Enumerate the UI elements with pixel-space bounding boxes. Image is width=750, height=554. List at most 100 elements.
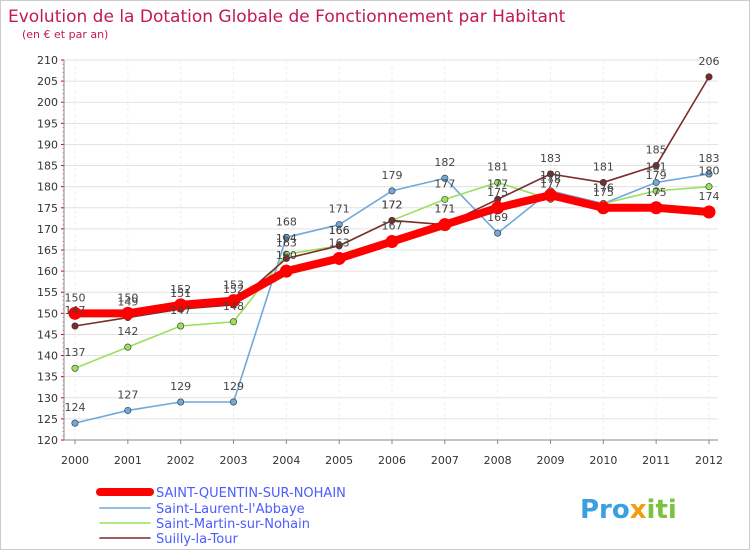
data-label: 177: [540, 177, 561, 190]
x-tick-label: 2008: [484, 454, 512, 467]
data-label: 181: [593, 160, 614, 173]
data-point: [491, 201, 505, 215]
data-point: [177, 322, 185, 330]
data-label: 181: [487, 160, 508, 173]
data-point: [177, 398, 185, 406]
y-tick-label: 180: [37, 181, 58, 194]
y-tick-label: 170: [37, 223, 58, 236]
data-point: [388, 216, 396, 224]
data-label: 148: [223, 300, 244, 313]
chart-subtitle: (en € et par an): [22, 28, 108, 41]
data-point: [282, 254, 290, 262]
data-label: 206: [699, 55, 720, 68]
data-point: [230, 398, 238, 406]
x-tick-label: 2009: [537, 454, 565, 467]
x-tick-label: 2005: [325, 454, 353, 467]
data-label: 185: [646, 144, 667, 157]
data-label: 175: [487, 186, 508, 199]
data-label: 180: [699, 165, 720, 178]
data-point: [121, 306, 135, 320]
data-point: [596, 201, 610, 215]
data-point: [705, 170, 713, 178]
y-tick-label: 200: [37, 96, 58, 109]
data-point: [124, 343, 132, 351]
data-point: [71, 322, 79, 330]
data-label: 171: [329, 203, 350, 216]
data-label: 177: [487, 177, 508, 190]
data-label: 127: [117, 388, 138, 401]
data-label: 179: [540, 169, 561, 182]
data-label: 166: [329, 224, 350, 237]
legend: SAINT-QUENTIN-SUR-NOHAINSaint-Laurent-l'…: [96, 486, 346, 547]
x-tick-label: 2001: [114, 454, 142, 467]
data-point: [599, 178, 607, 186]
data-point: [652, 187, 660, 195]
data-label: 129: [170, 380, 191, 393]
data-point: [282, 233, 290, 241]
data-label: 177: [434, 177, 455, 190]
data-point: [438, 218, 452, 232]
data-label: 171: [434, 203, 455, 216]
data-point: [385, 235, 399, 249]
data-label: 183: [699, 152, 720, 165]
data-label: 174: [699, 190, 720, 203]
axes: 1201251301351401451501551601651701751801…: [37, 54, 723, 467]
data-label: 129: [223, 380, 244, 393]
data-point: [68, 306, 82, 320]
legend-label: Suilly-la-Tour: [156, 532, 238, 547]
data-point: [332, 251, 346, 265]
data-label: 137: [65, 346, 86, 359]
data-label: 171: [434, 203, 455, 216]
data-label: 179: [382, 169, 403, 182]
data-point: [705, 183, 713, 191]
data-point: [335, 242, 343, 250]
y-tick-label: 120: [37, 434, 58, 447]
data-point: [544, 188, 557, 202]
svg-text:Proxiti: Proxiti: [580, 495, 677, 525]
legend-label: Saint-Laurent-l'Abbaye: [156, 502, 305, 517]
data-point: [652, 162, 660, 170]
data-label: 172: [382, 198, 403, 211]
y-tick-label: 135: [37, 371, 58, 384]
logo-part-pro: Pro: [580, 495, 630, 525]
x-tick-label: 2010: [589, 454, 617, 467]
data-label: 176: [593, 182, 614, 195]
data-point: [652, 178, 660, 186]
x-tick-label: 2000: [61, 454, 89, 467]
legend-label: SAINT-QUENTIN-SUR-NOHAIN: [156, 486, 346, 501]
data-label: 163: [329, 236, 350, 249]
y-tick-label: 165: [37, 244, 58, 257]
data-label: 149: [117, 296, 138, 309]
data-label: 147: [65, 304, 86, 317]
data-point: [494, 178, 502, 186]
data-label: 183: [540, 152, 561, 165]
x-tick-label: 2007: [431, 454, 459, 467]
data-label: 152: [170, 283, 191, 296]
data-label: 151: [170, 287, 191, 300]
x-tick-label: 2006: [378, 454, 406, 467]
data-label: 152: [223, 283, 244, 296]
grid: [64, 59, 718, 441]
data-label: 175: [646, 186, 667, 199]
data-point: [71, 364, 79, 372]
data-point: [388, 187, 396, 195]
logo-part-iti: iti: [647, 495, 677, 525]
data-label: 160: [276, 249, 297, 262]
data-label: 167: [382, 220, 403, 233]
data-label: 142: [117, 325, 138, 338]
x-tick-label: 2003: [220, 454, 248, 467]
x-tick-label: 2012: [695, 454, 723, 467]
data-point: [279, 264, 293, 278]
data-point: [174, 298, 188, 312]
data-label: 172: [382, 198, 403, 211]
data-label: 182: [434, 156, 455, 169]
x-tick-label: 2004: [272, 454, 300, 467]
data-label: 168: [276, 215, 297, 228]
chart-title: Evolution de la Dotation Globale de Fonc…: [8, 7, 566, 27]
x-tick-label: 2002: [167, 454, 195, 467]
data-label: 164: [276, 232, 297, 245]
data-point: [227, 294, 240, 308]
data-label: 181: [646, 160, 667, 173]
data-point: [124, 406, 132, 414]
